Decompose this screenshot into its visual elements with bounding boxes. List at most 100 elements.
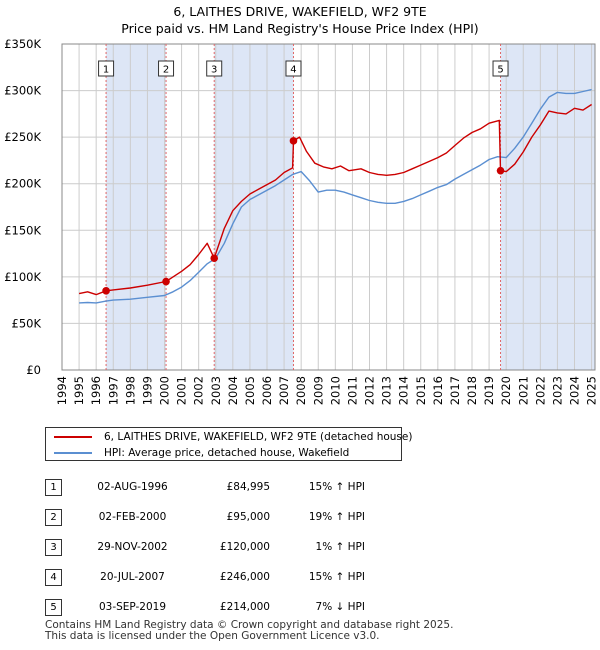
sale-date: 02-AUG-1996	[97, 481, 168, 493]
sale-point	[102, 287, 110, 295]
sale-point	[210, 254, 219, 263]
sale-label-box	[285, 60, 302, 77]
sale-price: £84,995	[226, 481, 270, 493]
x-tick-label: 2021	[516, 376, 530, 405]
sale-labels: 1 2 3 4 5	[98, 60, 509, 77]
x-tick-label: 2016	[431, 376, 445, 405]
sale-hpi-diff: 1% ↑ HPI	[315, 541, 365, 553]
x-tick-label: 2009	[311, 376, 325, 405]
y-tick-label: £200K	[4, 177, 41, 191]
y-tick-label: £350K	[4, 37, 41, 51]
sale-label-box	[492, 60, 509, 77]
x-tick-label: 2013	[380, 376, 394, 405]
sale-label: 1	[103, 65, 109, 76]
x-tick-label: 1999	[140, 376, 154, 405]
x-tick-label: 2007	[277, 376, 291, 405]
sale-number-badge: 2	[45, 508, 62, 526]
shaded-band	[214, 44, 294, 370]
property-price-line	[78, 103, 592, 296]
x-tick-label: 1996	[89, 376, 103, 405]
x-tick-label: 2017	[448, 376, 462, 405]
x-tick-label: 2023	[550, 376, 564, 405]
table-row: 1 02-AUG-1996 £84,995 15% ↑ HPI	[45, 472, 365, 502]
legend-property-label: 6, LAITHES DRIVE, WAKEFIELD, WF2 9TE (de…	[104, 431, 413, 443]
x-tick-label: 2020	[499, 376, 513, 405]
sale-number-badge: 5	[45, 598, 62, 616]
x-tick-label: 2015	[414, 376, 428, 405]
y-tick-label: £300K	[4, 84, 41, 98]
sale-period-bands	[106, 44, 595, 370]
x-tick-label: 1994	[55, 376, 69, 405]
sale-price: £246,000	[219, 571, 270, 583]
y-tick-label: £0	[26, 363, 41, 377]
sale-date: 29-NOV-2002	[97, 541, 168, 553]
x-tick-label: 2019	[482, 376, 496, 405]
x-tick-label: 2002	[192, 376, 206, 405]
x-axis: 1994 1995 1996 1997 1998 1999 2000 2001 2002 2003…	[55, 376, 599, 405]
sale-label-box	[206, 60, 223, 77]
x-tick-label: 2005	[243, 376, 257, 405]
sale-hpi-diff: 15% ↑ HPI	[308, 481, 365, 493]
sale-hpi-diff: 19% ↑ HPI	[308, 511, 365, 523]
shaded-band	[106, 44, 167, 370]
price-chart: 1 2 3 4 5 £0 £50K £100K £150K £200K £250K £300K £35…	[4, 37, 599, 405]
sale-point	[289, 137, 298, 145]
y-tick-label: £250K	[4, 130, 41, 144]
property-line-swatch	[54, 436, 92, 438]
legend-item-property: 6, LAITHES DRIVE, WAKEFIELD, WF2 9TE (de…	[54, 429, 412, 445]
sale-price: £214,000	[219, 601, 270, 613]
x-tick-label: 1998	[123, 376, 137, 405]
x-tick-label: 2024	[568, 376, 582, 405]
sale-label: 2	[163, 65, 169, 76]
x-tick-label: 2010	[328, 376, 342, 405]
sale-number-badge: 3	[45, 538, 62, 556]
x-tick-label: 2000	[158, 376, 172, 405]
y-tick-label: £100K	[4, 270, 41, 284]
footer-copyright: Contains HM Land Registry data © Crown c…	[45, 620, 453, 642]
x-tick-label: 2003	[209, 376, 223, 405]
x-tick-label: 2008	[294, 376, 308, 405]
sale-date: 20-JUL-2007	[100, 571, 165, 583]
table-row: 4 20-JUL-2007 £246,000 15% ↑ HPI	[45, 562, 365, 592]
sale-label: 4	[290, 65, 296, 76]
sale-hpi-diff: 15% ↑ HPI	[308, 571, 365, 583]
y-axis: £0 £50K £100K £150K £200K £250K £300K £350K	[4, 37, 41, 377]
x-tick-label: 1995	[72, 376, 86, 405]
sale-number-badge: 4	[45, 568, 62, 586]
sale-points	[102, 137, 505, 295]
footer-line-2: This data is licensed under the Open Gov…	[45, 630, 380, 642]
table-row: 5 03-SEP-2019 £214,000 7% ↓ HPI	[45, 592, 365, 622]
x-tick-label: 2006	[260, 376, 274, 405]
sale-label: 3	[211, 65, 217, 76]
chart-title-address: 6, LAITHES DRIVE, WAKEFIELD, WF2 9TE	[173, 4, 427, 19]
y-tick-label: £50K	[12, 316, 42, 330]
sale-point	[496, 166, 505, 175]
chart-series	[78, 88, 592, 304]
x-tick-label: 2001	[175, 376, 189, 405]
x-tick-label: 2025	[585, 376, 599, 405]
sales-table: 1 02-AUG-1996 £84,995 15% ↑ HPI 2 02-FEB…	[45, 472, 365, 622]
x-tick-label: 2004	[226, 376, 240, 405]
x-tick-label: 1997	[106, 376, 120, 405]
chart-title-subtitle: Price paid vs. HM Land Registry's House …	[121, 21, 479, 36]
table-row: 2 02-FEB-2000 £95,000 19% ↑ HPI	[45, 502, 365, 532]
x-tick-label: 2022	[533, 376, 547, 405]
sale-price: £95,000	[226, 511, 270, 523]
x-tick-label: 2012	[363, 376, 377, 405]
footer-line-1: Contains HM Land Registry data © Crown c…	[45, 619, 454, 631]
sale-point	[162, 277, 170, 286]
legend-hpi-label: HPI: Average price, detached house, Wake…	[104, 447, 350, 459]
hpi-line	[79, 88, 592, 304]
x-tick-label: 2011	[345, 376, 359, 405]
x-tick-label: 2014	[397, 376, 411, 405]
sale-price: £120,000	[219, 541, 270, 553]
sale-label: 5	[497, 65, 503, 76]
legend-item-hpi: HPI: Average price, detached house, Wake…	[54, 445, 349, 461]
sale-label-box	[158, 60, 175, 77]
sale-label-box	[98, 60, 115, 77]
sale-date: 02-FEB-2000	[98, 511, 167, 523]
sale-date: 03-SEP-2019	[98, 601, 167, 613]
sale-hpi-diff: 7% ↓ HPI	[315, 601, 365, 613]
chart-legend: 6, LAITHES DRIVE, WAKEFIELD, WF2 9TE (de…	[45, 427, 412, 461]
x-tick-label: 2018	[465, 376, 479, 405]
